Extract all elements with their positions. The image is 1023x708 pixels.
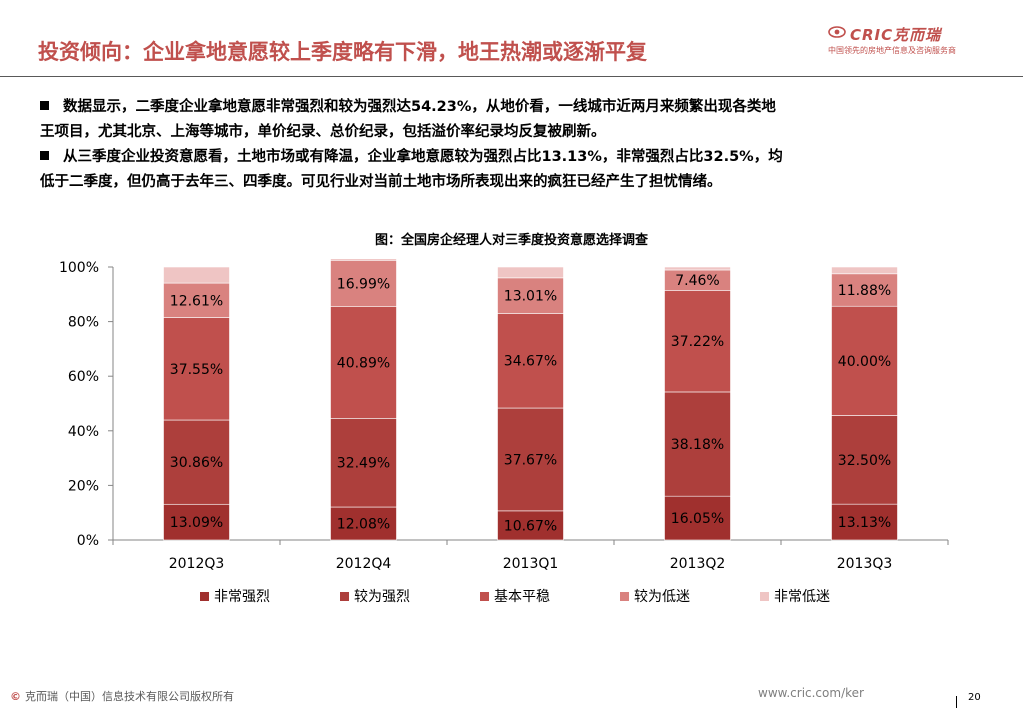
bar-segment bbox=[330, 260, 397, 307]
data-label: 12.61% bbox=[170, 293, 223, 309]
bar-segment bbox=[163, 317, 230, 421]
bullet-square-icon bbox=[40, 151, 49, 160]
legend-label: 非常低迷 bbox=[774, 589, 830, 605]
data-label: 12.08% bbox=[337, 517, 390, 533]
y-tick-label: 0% bbox=[77, 533, 99, 549]
data-label: 10.67% bbox=[504, 518, 557, 534]
bar-segment bbox=[163, 282, 230, 318]
bar-segment bbox=[163, 503, 230, 541]
bullet-text: 数据显示，二季度企业拿地意愿非常强烈和较为强烈达54.23%，从地价看，一线城市… bbox=[63, 99, 776, 115]
y-tick-label: 40% bbox=[68, 424, 99, 440]
footer-copyright: © 克而瑞（中国）信息技术有限公司版权所有 bbox=[10, 688, 234, 704]
bullet-2-line-1: 从三季度企业投资意愿看，土地市场或有降温，企业拿地意愿较为强烈占比13.13%，… bbox=[40, 145, 985, 170]
y-tick-label: 20% bbox=[68, 478, 99, 494]
bullet-list: 数据显示，二季度企业拿地意愿非常强烈和较为强烈达54.23%，从地价看，一线城市… bbox=[40, 95, 985, 195]
footer-divider bbox=[956, 696, 957, 708]
legend-swatch bbox=[620, 592, 629, 601]
footer-url: www.cric.com/ker bbox=[758, 686, 864, 700]
page-title: 投资倾向：企业拿地意愿较上季度略有下滑，地王热潮或逐渐平复 bbox=[38, 40, 647, 64]
legend-label: 基本平稳 bbox=[494, 588, 550, 605]
bar-segment bbox=[664, 495, 731, 541]
bar-segment bbox=[831, 266, 898, 275]
bar-segment bbox=[330, 418, 397, 508]
bullet-text: 从三季度企业投资意愿看，土地市场或有降温，企业拿地意愿较为强烈占比13.13%，… bbox=[63, 149, 783, 165]
data-label: 16.05% bbox=[671, 511, 724, 527]
bar-segment bbox=[163, 419, 230, 505]
bullet-square-icon bbox=[40, 101, 49, 110]
logo-tagline: 中国领先的房地产信息及咨询服务商 bbox=[828, 46, 956, 55]
bar-segment bbox=[330, 258, 397, 261]
data-label: 40.00% bbox=[838, 354, 891, 370]
bar-segment bbox=[831, 273, 898, 307]
data-label: 38.18% bbox=[671, 437, 724, 453]
page-number: 20 bbox=[968, 692, 981, 703]
legend-swatch bbox=[480, 592, 489, 601]
bullet-text: 低于二季度，但仍高于去年三、四季度。可见行业对当前土地市场所表现出来的疯狂已经产… bbox=[40, 174, 722, 190]
bullet-2-line-2: 低于二季度，但仍高于去年三、四季度。可见行业对当前土地市场所表现出来的疯狂已经产… bbox=[40, 170, 985, 195]
company-logo: CRIC克而瑞 中国领先的房地产信息及咨询服务商 bbox=[828, 24, 988, 64]
bar-segment bbox=[497, 510, 564, 541]
data-label: 30.86% bbox=[170, 455, 223, 471]
legend-swatch bbox=[760, 592, 769, 601]
data-label: 13.09% bbox=[170, 515, 223, 531]
data-label: 16.99% bbox=[337, 277, 390, 293]
title-divider bbox=[0, 76, 1023, 77]
x-tick-label: 2012Q3 bbox=[169, 556, 225, 572]
y-tick-label: 100% bbox=[59, 260, 99, 276]
y-tick-label: 60% bbox=[68, 369, 99, 385]
data-label: 32.49% bbox=[337, 456, 390, 472]
x-tick-label: 2013Q1 bbox=[503, 556, 559, 572]
data-label: 11.88% bbox=[838, 283, 891, 299]
legend-label: 较为低迷 bbox=[634, 589, 690, 605]
chart-title: 图：全国房企经理人对三季度投资意愿选择调查 bbox=[374, 233, 648, 248]
bar-segment bbox=[330, 506, 397, 541]
x-tick-label: 2013Q3 bbox=[837, 556, 893, 572]
legend-swatch bbox=[340, 592, 349, 601]
bar-segment bbox=[831, 415, 898, 505]
eye-icon bbox=[828, 26, 846, 38]
copyright-text: 克而瑞（中国）信息技术有限公司版权所有 bbox=[25, 690, 234, 703]
data-label: 37.55% bbox=[170, 362, 223, 378]
bar-segment bbox=[497, 277, 564, 314]
data-label: 13.13% bbox=[838, 515, 891, 531]
bar-segment bbox=[497, 313, 564, 409]
legend-swatch bbox=[200, 592, 209, 601]
logo-wordmark: CRIC克而瑞 bbox=[850, 26, 942, 44]
bullet-1-line-2: 王项目，尤其北京、上海等城市，单价纪录、总价纪录，包括溢价率纪录均反复被刷新。 bbox=[40, 120, 985, 145]
bar-segment bbox=[664, 290, 731, 393]
y-tick-label: 80% bbox=[68, 315, 99, 331]
bar-segment bbox=[664, 266, 731, 271]
bar-segment bbox=[497, 407, 564, 512]
bullet-1-line-1: 数据显示，二季度企业拿地意愿非常强烈和较为强烈达54.23%，从地价看，一线城市… bbox=[40, 95, 985, 120]
data-label: 40.89% bbox=[337, 356, 390, 372]
data-label: 7.46% bbox=[675, 273, 719, 289]
x-tick-label: 2012Q4 bbox=[336, 556, 392, 572]
data-label: 37.67% bbox=[504, 452, 557, 468]
bullet-text: 王项目，尤其北京、上海等城市，单价纪录、总价纪录，包括溢价率纪录均反复被刷新。 bbox=[40, 124, 606, 140]
data-label: 32.50% bbox=[838, 453, 891, 469]
legend-label: 非常强烈 bbox=[214, 589, 270, 605]
bar-segment bbox=[163, 266, 230, 284]
bar-segment bbox=[497, 266, 564, 279]
bar-segment bbox=[330, 306, 397, 419]
copyright-icon: © bbox=[10, 690, 21, 703]
data-label: 34.67% bbox=[504, 354, 557, 370]
bar-segment bbox=[831, 305, 898, 416]
data-label: 37.22% bbox=[671, 334, 724, 350]
bar-segment bbox=[664, 391, 731, 497]
data-label: 13.01% bbox=[504, 289, 557, 305]
stacked-bar-chart: 0% 20% 40% 60% 80% 100% 13.09% 30.86% 37.55% 12.6… bbox=[59, 258, 949, 605]
legend-label: 较为强烈 bbox=[354, 589, 410, 605]
x-tick-label: 2013Q2 bbox=[670, 556, 726, 572]
